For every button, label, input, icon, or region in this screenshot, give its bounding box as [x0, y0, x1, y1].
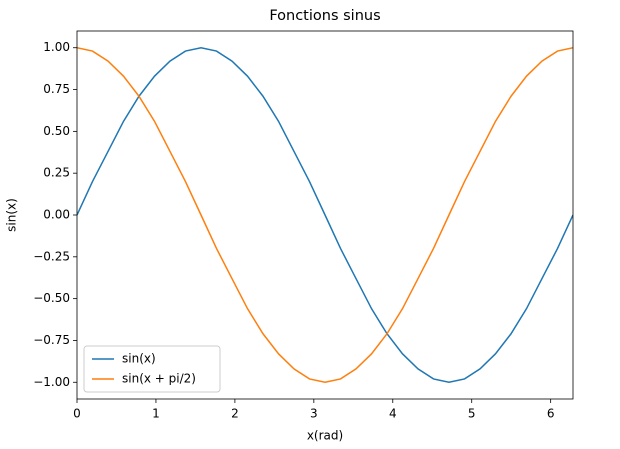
legend-box [83, 345, 221, 393]
y-axis-label: sin(x) [5, 198, 19, 232]
x-tick-label: 2 [231, 407, 239, 421]
y-tick-label: 1.00 [43, 40, 70, 54]
x-tick-label: 5 [468, 407, 476, 421]
legend-label: sin(x + pi/2) [122, 372, 196, 386]
legend-label: sin(x) [122, 352, 156, 366]
y-tick-label: −0.25 [33, 249, 70, 263]
plot-frame [76, 30, 574, 400]
y-tick-label: 0.50 [43, 124, 70, 138]
y-tick-label: 0.75 [43, 82, 70, 96]
series-line [77, 46, 573, 384]
y-tick-label: −0.50 [33, 291, 70, 305]
x-axis-label: x(rad) [307, 429, 343, 443]
x-tick-label: 0 [73, 407, 81, 421]
x-tick-label: 1 [152, 407, 160, 421]
x-tick-label: 4 [389, 407, 397, 421]
y-tick-label: 0.25 [43, 166, 70, 180]
y-tick-label: −0.75 [33, 333, 70, 347]
y-tick-label: 0.00 [43, 208, 70, 222]
y-tick-label: −1.00 [33, 375, 70, 389]
chart-title: Fonctions sinus [269, 8, 380, 24]
x-tick-label: 3 [310, 407, 318, 421]
series-line [77, 46, 573, 384]
x-tick-label: 6 [547, 407, 555, 421]
